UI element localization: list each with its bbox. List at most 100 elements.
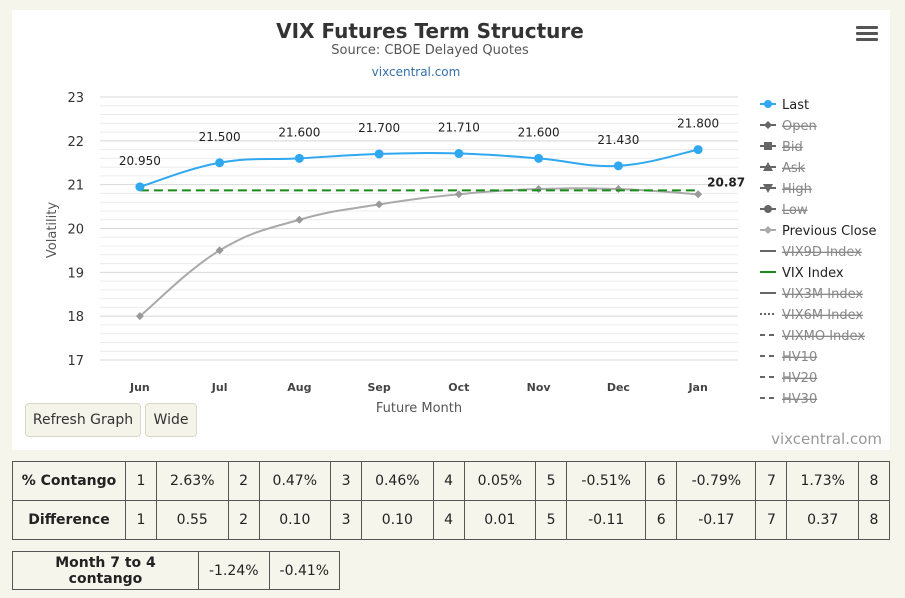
x-tick-label: Jul [211, 381, 228, 394]
y-tick-label: 21 [67, 179, 84, 194]
month-number: 5 [535, 500, 568, 540]
month-number: 2 [227, 500, 260, 540]
last-data-label: 21.430 [597, 133, 639, 147]
month-contango-row: Month 7 to 4 contango -1.24% -0.41% [12, 551, 341, 590]
legend-label: Ask [782, 161, 806, 176]
previous-close-point [454, 190, 463, 199]
month-number: 4 [432, 500, 465, 540]
legend-symbol [764, 121, 772, 129]
legend-label: High [782, 182, 812, 197]
last-point [135, 182, 145, 192]
previous-close-point [295, 215, 304, 224]
legend-label: Bid [782, 140, 803, 155]
month-number: 5 [535, 461, 568, 501]
last-data-label: 21.800 [677, 117, 719, 131]
y-axis-label: Volatility [45, 202, 60, 258]
x-axis-label: Future Month [376, 401, 462, 416]
vix-index-label: 20.87 [707, 175, 745, 189]
previous-close-point [694, 190, 703, 199]
month-number: 8 [858, 500, 890, 540]
last-data-label: 20.950 [119, 154, 161, 168]
legend-label: Last [782, 98, 809, 113]
month-number: 1 [125, 461, 157, 501]
contango-value: 0.46% [361, 461, 434, 501]
previous-close-point [375, 200, 384, 209]
legend-symbol [764, 100, 772, 108]
chart-title: VIX Futures Term Structure [276, 19, 584, 43]
legend-label: VIX6M Index [782, 308, 863, 323]
difference-row-header: Difference [12, 500, 126, 540]
month-number: 3 [330, 500, 363, 540]
contango-value: -0.51% [566, 461, 647, 501]
legend-label: VIX9D Index [782, 245, 862, 260]
last-data-label: 21.600 [518, 125, 560, 139]
contango-table: % Contango 1 2.63% 2 0.47% 3 0.46% 4 0.0… [12, 461, 890, 540]
x-tick-label: Oct [448, 381, 469, 394]
month-contango-value: -1.24% [198, 551, 270, 590]
wide-button[interactable]: Wide [145, 403, 197, 437]
legend-label: HV10 [782, 350, 817, 365]
last-point [693, 145, 703, 155]
month-number: 4 [432, 461, 465, 501]
month-contango-table: Month 7 to 4 contango -1.24% -0.41% [12, 551, 341, 590]
legend-label: VIXMO Index [782, 329, 865, 344]
month-number: 7 [755, 500, 788, 540]
legend-label: HV30 [782, 392, 817, 407]
difference-value: 0.37 [786, 500, 859, 540]
y-tick-label: 22 [67, 135, 84, 150]
month-number: 2 [227, 461, 260, 501]
contango-row-header: % Contango [12, 461, 126, 501]
month-contango-value: -0.41% [268, 551, 341, 590]
legend-label: Low [782, 203, 808, 218]
legend-symbol [763, 184, 773, 193]
legend-label: VIX3M Index [782, 287, 863, 302]
difference-value: 0.10 [361, 500, 434, 540]
difference-value: 0.55 [156, 500, 229, 540]
legend-symbol [764, 226, 772, 234]
month-contango-header: Month 7 to 4 contango [12, 551, 199, 590]
legend-symbol [763, 162, 773, 171]
chart-subtitle: Source: CBOE Delayed Quotes [331, 43, 529, 58]
contango-value: 0.05% [463, 461, 537, 501]
legend-label: VIX Index [782, 266, 844, 281]
contango-value: -0.79% [676, 461, 757, 501]
x-tick-label: Dec [607, 381, 630, 394]
last-data-label: 21.600 [278, 125, 320, 139]
refresh-graph-button[interactable]: Refresh Graph [25, 403, 141, 437]
last-point [534, 153, 544, 163]
x-tick-label: Jun [129, 381, 150, 394]
credit-link[interactable]: vixcentral.com [771, 430, 882, 448]
month-number: 3 [330, 461, 363, 501]
month-number: 8 [858, 461, 890, 501]
last-data-label: 21.700 [358, 121, 400, 135]
previous-close-point [614, 185, 623, 194]
last-point [454, 149, 464, 159]
chart-menu-icon[interactable] [856, 24, 878, 44]
y-tick-label: 23 [67, 91, 84, 106]
last-point [294, 153, 304, 163]
month-number: 1 [125, 500, 157, 540]
previous-close-point [215, 246, 224, 255]
chart-link: vixcentral.com [372, 65, 461, 79]
x-tick-label: Sep [367, 381, 390, 394]
last-point [374, 149, 384, 159]
contango-value: 0.47% [258, 461, 332, 501]
contango-value: 1.73% [786, 461, 859, 501]
previous-close-point [534, 185, 543, 194]
x-tick-label: Aug [287, 381, 311, 394]
y-tick-label: 20 [67, 223, 84, 238]
y-tick-label: 18 [67, 310, 84, 325]
chart-panel: VIX Futures Term Structure Source: CBOE D… [12, 10, 890, 450]
month-number: 6 [645, 461, 678, 501]
legend-label: Open [782, 119, 817, 134]
previous-close-line [139, 187, 699, 317]
last-line [139, 148, 699, 188]
last-point [215, 158, 225, 168]
contango-value: 2.63% [156, 461, 229, 501]
y-tick-label: 19 [67, 266, 84, 281]
difference-value: -0.11 [566, 500, 647, 540]
difference-row: Difference 1 0.55 2 0.10 3 0.10 4 0.01 5… [12, 500, 890, 540]
last-data-label: 21.500 [199, 130, 241, 144]
x-tick-label: Jan [687, 381, 707, 394]
